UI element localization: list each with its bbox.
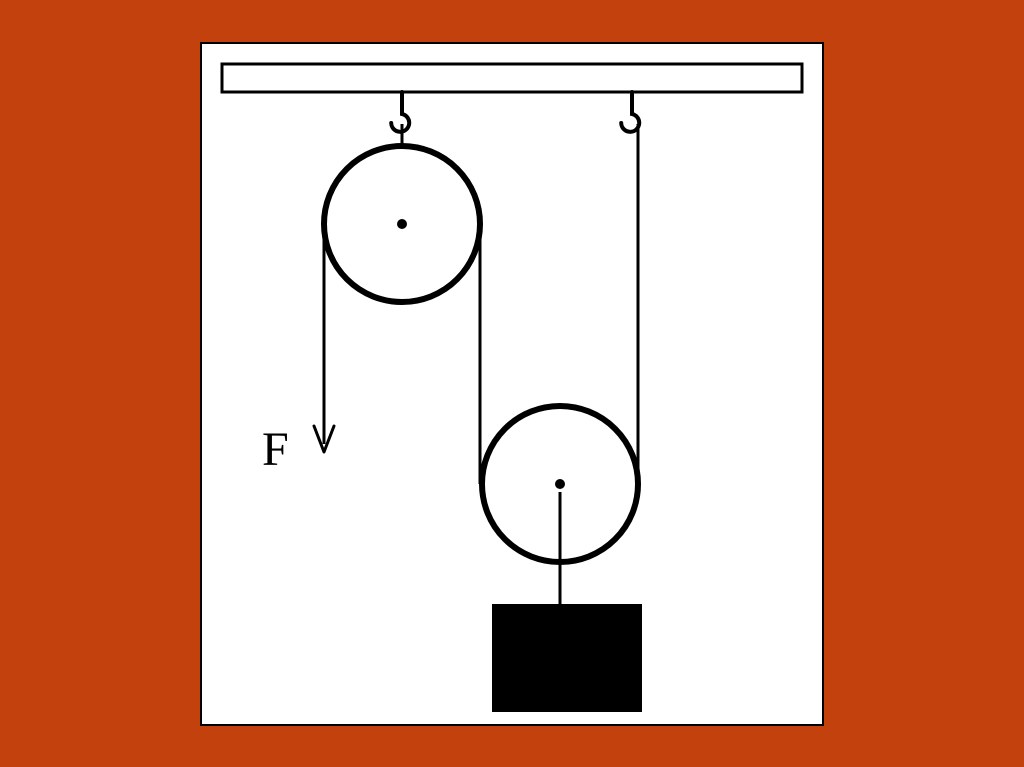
hook-left [391,92,409,132]
ceiling-bar-rect [222,64,802,92]
ceiling-bar [222,64,802,92]
pulley-diagram-svg [202,44,822,724]
page-background: F [0,0,1024,767]
pulley-bottom [482,406,638,604]
hooks [391,92,639,132]
force-label: F [262,422,289,477]
pulley-top [324,124,480,302]
pulley-top-center-dot [397,219,407,229]
pulley-bottom-center-dot [555,479,565,489]
hook-right [621,92,639,132]
diagram-frame: F [200,42,824,726]
load-block [492,604,642,712]
